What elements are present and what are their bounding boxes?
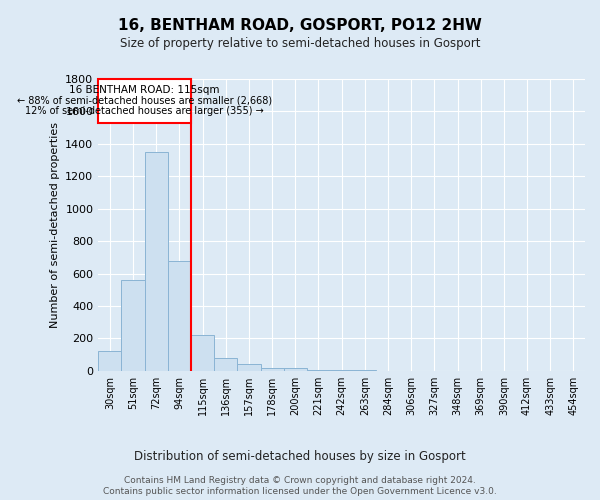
Bar bbox=[191, 335, 214, 371]
Bar bbox=[98, 350, 121, 371]
Text: Contains HM Land Registry data © Crown copyright and database right 2024.: Contains HM Land Registry data © Crown c… bbox=[124, 476, 476, 485]
Bar bbox=[307, 370, 330, 371]
Text: 16, BENTHAM ROAD, GOSPORT, PO12 2HW: 16, BENTHAM ROAD, GOSPORT, PO12 2HW bbox=[118, 18, 482, 32]
Bar bbox=[145, 152, 168, 371]
Y-axis label: Number of semi-detached properties: Number of semi-detached properties bbox=[50, 122, 60, 328]
Text: Contains public sector information licensed under the Open Government Licence v3: Contains public sector information licen… bbox=[103, 488, 497, 496]
Text: Size of property relative to semi-detached houses in Gosport: Size of property relative to semi-detach… bbox=[120, 38, 480, 51]
Text: Distribution of semi-detached houses by size in Gosport: Distribution of semi-detached houses by … bbox=[134, 450, 466, 463]
Bar bbox=[260, 368, 284, 371]
Bar bbox=[214, 358, 238, 371]
Bar bbox=[168, 262, 191, 371]
Bar bbox=[284, 368, 307, 371]
Text: ← 88% of semi-detached houses are smaller (2,668): ← 88% of semi-detached houses are smalle… bbox=[17, 95, 272, 105]
Bar bbox=[121, 280, 145, 371]
FancyBboxPatch shape bbox=[98, 79, 191, 123]
Text: 16 BENTHAM ROAD: 115sqm: 16 BENTHAM ROAD: 115sqm bbox=[70, 84, 220, 94]
Text: 12% of semi-detached houses are larger (355) →: 12% of semi-detached houses are larger (… bbox=[25, 106, 264, 116]
Bar bbox=[238, 364, 260, 371]
